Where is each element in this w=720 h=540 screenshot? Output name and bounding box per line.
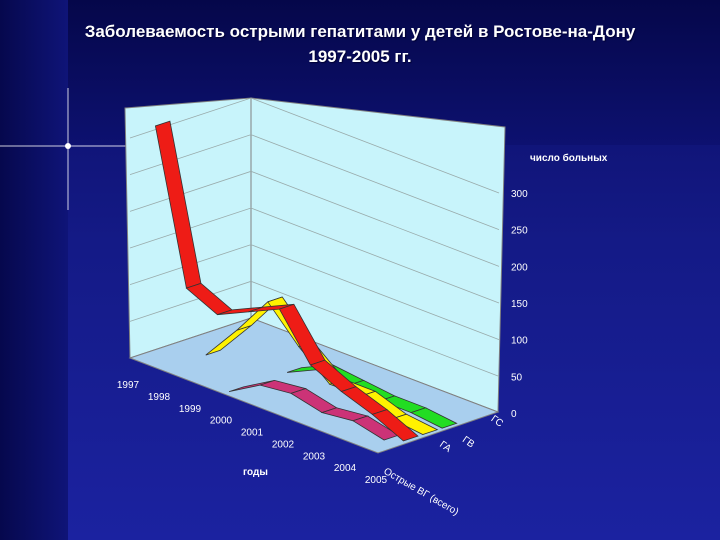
left-band	[0, 0, 68, 540]
series-ribbons	[154, 120, 458, 442]
x-tick-label: 1998	[148, 392, 171, 403]
x-tick-label: 1997	[117, 380, 140, 391]
x-tick-labels: 1997 1998 1999 2000 2001 2002 2003 2004 2005	[117, 380, 388, 486]
y-tick-label: 50	[511, 372, 523, 383]
y-tick-label: 0	[511, 409, 517, 420]
y-tick-label: 250	[511, 226, 528, 237]
series-ribbon	[228, 379, 400, 441]
gridline	[129, 280, 500, 377]
y-tick-label: 100	[511, 336, 528, 347]
gridline	[129, 207, 500, 304]
gridline	[129, 244, 500, 341]
x-tick-label: 2002	[272, 439, 295, 450]
x-tick-label: 2001	[241, 428, 264, 439]
ribbon-segment	[371, 409, 419, 442]
y-tick-labels: 0 50 100 150 200 250 300	[511, 189, 528, 420]
series-ribbon	[154, 120, 419, 442]
y-axis-label: число больных	[530, 152, 608, 164]
depth-tick-label: ГС	[489, 414, 505, 430]
y-tick-label: 300	[511, 189, 528, 200]
chart-title-line1: Заболеваемость острыми гепатитами у дете…	[84, 22, 636, 41]
x-tick-label: 2005	[365, 475, 388, 486]
ribbon-segment	[410, 407, 458, 429]
depth-tick-label: ГА	[437, 439, 453, 455]
depth-tick-label: Острые ВГ (всего)	[382, 466, 461, 518]
x-tick-label: 2003	[303, 451, 326, 462]
chart-title-line2: 1997-2005 гг.	[308, 47, 412, 66]
x-tick-label: 2004	[334, 463, 357, 474]
x-tick-label: 2000	[210, 416, 233, 427]
x-tick-label: 1999	[179, 404, 202, 415]
y-tick-label: 200	[511, 262, 528, 273]
y-tick-label: 150	[511, 299, 528, 310]
x-axis-label: годы	[243, 467, 268, 478]
ribbon-segment	[390, 413, 439, 435]
depth-tick-label: ГВ	[460, 434, 476, 450]
